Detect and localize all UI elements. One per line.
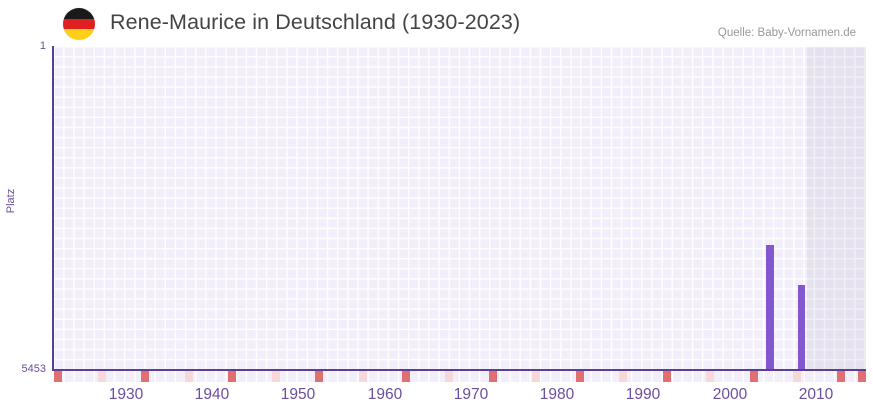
bar-2010[interactable] [766,245,774,370]
x-tick-mark-minor [359,371,367,382]
x-axis-tick-label: 1930 [108,386,144,403]
bar-2014[interactable] [797,285,805,370]
plot-area [54,47,866,370]
x-tick-mark-major [141,371,149,382]
x-axis-line [52,369,866,372]
y-axis-tick-bottom: 5453 [21,363,46,375]
x-tick-mark-major [576,371,584,382]
y-axis-tick-top: 1 [39,40,46,52]
y-axis-line [52,46,55,371]
shaded-projection-region [807,47,866,370]
x-tick-mark-major [315,371,323,382]
x-tick-mark-minor [185,371,193,382]
x-axis-tick-label: 1970 [453,386,489,403]
x-axis-tick-label: 1980 [539,386,575,403]
tick-strip-grid [54,371,866,382]
x-tick-mark-major [858,371,866,382]
x-axis-tick-label: 1950 [280,386,316,403]
x-tick-mark-major [54,371,62,382]
x-tick-mark-minor [272,371,280,382]
x-tick-mark-minor [445,371,453,382]
x-tick-mark-minor [706,371,714,382]
y-axis-title: Platz [5,188,17,214]
grid-lines [54,47,866,370]
x-tick-mark-minor [532,371,540,382]
source-attribution: Quelle: Baby-Vornamen.de [717,27,856,39]
page-title: Rene-Maurice in Deutschland (1930-2023) [110,10,521,34]
x-axis-tick-label: 1960 [367,386,403,403]
x-tick-mark-major [837,371,845,382]
x-tick-mark-major [663,371,671,382]
x-axis-tick-label: 1940 [194,386,230,403]
flag-band-gold [63,29,95,40]
x-tick-mark-major [402,371,410,382]
x-tick-mark-major [489,371,497,382]
flag-band-red [63,18,95,30]
x-tick-mark-major [750,371,758,382]
chart-header: Rene-Maurice in Deutschland (1930-2023) … [0,0,873,47]
flag-band-black [63,8,95,19]
x-tick-mark-minor [793,371,801,382]
x-tick-mark-minor [619,371,627,382]
x-tick-mark-major [228,371,236,382]
x-axis-tick-label: 2010 [798,386,834,403]
x-axis-tick-strip [54,371,866,382]
x-tick-mark-minor [98,371,106,382]
x-axis-tick-label: 2000 [712,386,748,403]
x-axis-tick-label: 1990 [625,386,661,403]
germany-flag-icon [63,8,95,40]
